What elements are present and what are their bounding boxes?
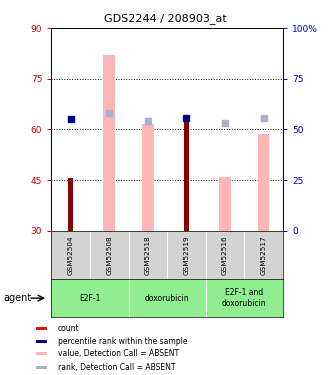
Bar [103,55,115,231]
Text: E2F-1 and
doxorubicin: E2F-1 and doxorubicin [222,288,267,308]
Text: GDS2244 / 208903_at: GDS2244 / 208903_at [104,13,227,24]
Text: count: count [58,324,79,333]
Text: percentile rank within the sample: percentile rank within the sample [58,336,187,345]
Text: rank, Detection Call = ABSENT: rank, Detection Call = ABSENT [58,363,175,372]
Text: GSM52518: GSM52518 [145,235,151,275]
Bar [258,135,269,231]
Text: GSM52517: GSM52517 [261,235,267,275]
Text: GSM52508: GSM52508 [106,235,112,275]
Bar [184,119,189,231]
Bar [142,124,154,231]
Text: GSM52504: GSM52504 [68,235,73,275]
Bar [219,177,231,231]
Text: GSM52519: GSM52519 [183,235,189,275]
Bar [36,327,47,330]
Text: GSM52516: GSM52516 [222,235,228,275]
Bar [36,352,47,355]
Bar [68,178,73,231]
Text: value, Detection Call = ABSENT: value, Detection Call = ABSENT [58,349,179,358]
Bar [36,366,47,369]
Text: agent: agent [3,293,31,303]
Text: E2F-1: E2F-1 [79,294,101,303]
Bar [36,339,47,342]
Text: doxorubicin: doxorubicin [145,294,189,303]
